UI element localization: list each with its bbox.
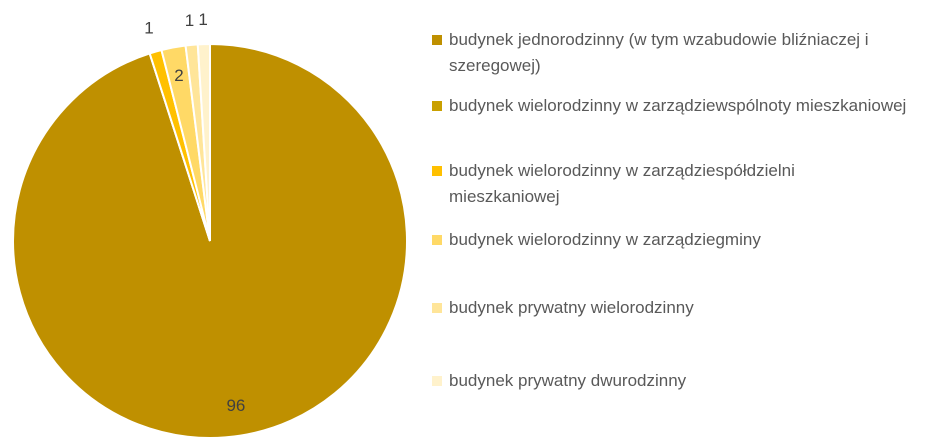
legend-swatch — [432, 101, 442, 111]
legend-swatch — [432, 235, 442, 245]
legend-label: budynek wielorodzinny w zarządziewspólno… — [449, 96, 907, 115]
legend-item: budynek wielorodzinny w zarządziespółdzi… — [432, 158, 907, 210]
legend-swatch — [432, 35, 442, 45]
legend-swatch — [432, 166, 442, 176]
legend-label: budynek wielorodzinny w zarządziegminy — [449, 230, 761, 249]
legend-label: budynek jednorodzinny (w tym wzabudowie … — [449, 30, 869, 75]
data-label: 2 — [174, 66, 183, 85]
legend-label: budynek prywatny dwurodzinny — [449, 371, 687, 390]
legend-item: budynek prywatny dwurodzinny — [432, 368, 907, 394]
data-label: 1 — [198, 10, 207, 29]
data-label: 96 — [226, 396, 245, 415]
legend-swatch — [432, 376, 442, 386]
data-label: 1 — [185, 11, 194, 30]
data-label: 1 — [144, 18, 153, 37]
legend-item: budynek wielorodzinny w zarządziegminy — [432, 227, 907, 253]
legend-item: budynek prywatny wielorodzinny — [432, 295, 907, 321]
legend-swatch — [432, 303, 442, 313]
pie-slice — [196, 42, 211, 242]
legend-item: budynek jednorodzinny (w tym wzabudowie … — [432, 27, 907, 79]
legend-label: budynek wielorodzinny w zarządziespółdzi… — [449, 161, 795, 206]
legend-item: budynek wielorodzinny w zarządziewspólno… — [432, 93, 907, 119]
legend-label: budynek prywatny wielorodzinny — [449, 298, 694, 317]
